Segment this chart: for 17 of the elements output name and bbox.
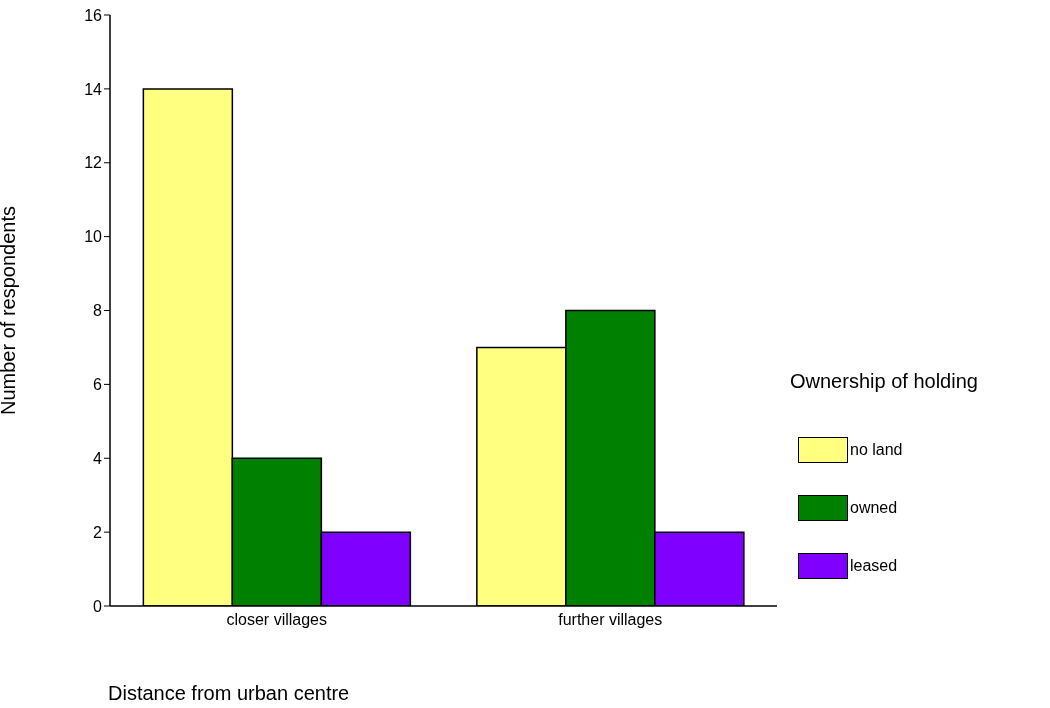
y-tick-label: 10 [84, 228, 103, 246]
legend-title: Ownership of holding [790, 370, 978, 393]
y-tick-label: 0 [93, 597, 103, 615]
legend-label: no land [850, 441, 903, 459]
y-tick-label: 4 [93, 449, 103, 467]
x-tick-label: closer villages [226, 611, 327, 629]
legend-label: owned [850, 499, 898, 517]
y-tick-label: 8 [93, 302, 103, 320]
y-axis-title: Number of respondents [0, 205, 20, 416]
y-tick-label: 6 [93, 376, 103, 394]
y-tick-label: 14 [84, 80, 103, 98]
y-tick-label: 12 [84, 154, 103, 172]
x-axis-title: Distance from urban centre [108, 682, 350, 705]
legend-label: leased [850, 557, 898, 575]
x-tick-label: further villages [558, 611, 663, 629]
y-tick-label: 2 [93, 523, 103, 541]
y-tick-label: 16 [84, 6, 103, 24]
